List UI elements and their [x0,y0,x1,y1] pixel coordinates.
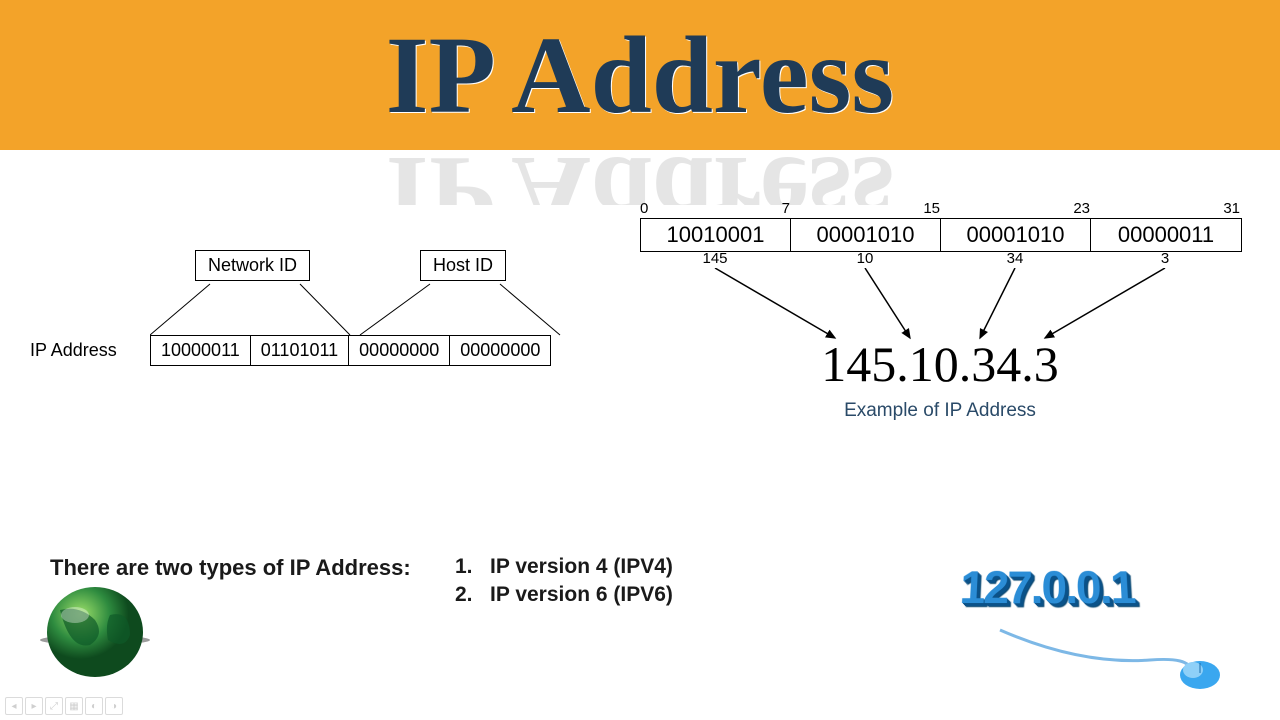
localhost-text: 127.0.0.1 [958,561,1135,614]
title-reflection: IP Address [0,145,1280,205]
nav-misc-icon[interactable]: ◐ [85,697,103,715]
list-item: 1. IP version 4 (IPV4) [455,555,673,579]
types-heading: There are two types of IP Address: [50,555,411,581]
types-list: 1. IP version 4 (IPV4) 2. IP version 6 (… [455,555,673,611]
dec-value: 145 [640,250,790,267]
slide-nav-controls[interactable]: ◂ ▸ ⤢ ▦ ◐ ◑ [5,697,123,715]
example-ip-address: 145.10.34.3 [640,335,1240,393]
octet: 00000011 [1091,219,1241,251]
octet: 00000000 [450,336,550,365]
ip-address-label: IP Address [30,340,117,361]
mouse-icon [960,620,1240,700]
octet: 01101011 [251,336,349,365]
title-banner: IP Address [0,0,1280,150]
octet: 00001010 [791,219,941,251]
octet: 00001010 [941,219,1091,251]
octet: 00000000 [349,336,450,365]
localhost-clipart: 127.0.0.1 [960,560,1240,690]
ip-octets-row: 10000011 01101011 00000000 00000000 [150,335,551,366]
decimal-values: 145 10 34 3 [640,250,1240,267]
example-caption: Example of IP Address [640,400,1240,422]
dec-value: 3 [1090,250,1240,267]
nav-prev-icon[interactable]: ◂ [5,697,23,715]
octet: 10010001 [641,219,791,251]
page-title: IP Address [386,12,894,139]
nav-misc-icon[interactable]: ◑ [105,697,123,715]
octet: 10000011 [151,336,251,365]
example-octets-row: 10010001 00001010 00001010 00000011 [640,218,1242,252]
list-item: 2. IP version 6 (IPV6) [455,583,673,607]
ip-example-diagram: 0 7 15 23 31 10010001 00001010 00001010 … [640,200,1260,450]
dec-value: 34 [940,250,1090,267]
nav-next-icon[interactable]: ▸ [25,697,43,715]
globe-icon [30,580,160,700]
nav-expand-icon[interactable]: ⤢ [45,697,63,715]
dec-value: 10 [790,250,940,267]
ip-structure-diagram: IP Address Network ID Host ID 10000011 0… [30,250,600,390]
nav-grid-icon[interactable]: ▦ [65,697,83,715]
ip-structure-brackets [150,276,590,336]
